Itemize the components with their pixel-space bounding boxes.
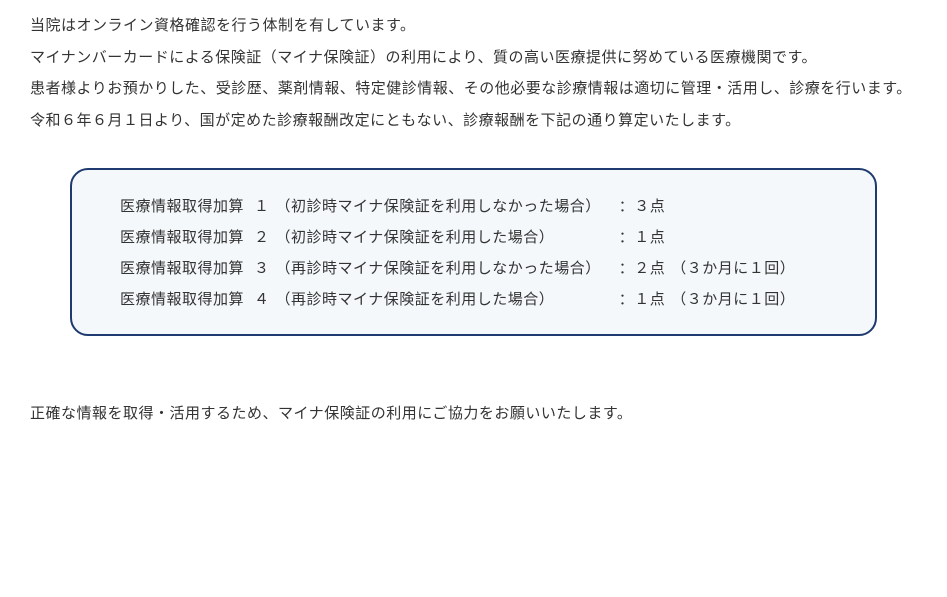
fee-points: ：３点 — [601, 190, 666, 221]
footer-section: 正確な情報を取得・活用するため、マイナ保険証の利用にご協力をお願いいたします。 — [30, 400, 917, 429]
fee-points: ：２点 — [601, 252, 666, 283]
fee-label: 医療情報取得加算 — [120, 221, 244, 252]
fee-number: ２ — [244, 221, 276, 252]
fee-condition: （初診時マイナ保険証を利用しなかった場合） — [276, 190, 601, 221]
fee-condition: （初診時マイナ保険証を利用した場合） — [276, 221, 601, 252]
fee-note: （３か月に１回） — [665, 252, 795, 283]
footer-text: 正確な情報を取得・活用するため、マイナ保険証の利用にご協力をお願いいたします。 — [30, 400, 917, 429]
fee-points: ：１点 — [601, 283, 666, 314]
fee-note — [665, 190, 795, 221]
fee-note: （３か月に１回） — [665, 283, 795, 314]
intro-section: 当院はオンライン資格確認を行う体制を有しています。 マイナンバーカードによる保険… — [30, 10, 917, 136]
fee-note — [665, 221, 795, 252]
fee-points: ：１点 — [601, 221, 666, 252]
fee-condition: （再診時マイナ保険証を利用しなかった場合） — [276, 252, 601, 283]
fee-box: 医療情報取得加算１（初診時マイナ保険証を利用しなかった場合）：３点医療情報取得加… — [70, 168, 877, 336]
fee-number: ４ — [244, 283, 276, 314]
fee-label: 医療情報取得加算 — [120, 283, 244, 314]
fee-label: 医療情報取得加算 — [120, 252, 244, 283]
intro-line-1: 当院はオンライン資格確認を行う体制を有しています。 — [30, 10, 917, 42]
fee-row: 医療情報取得加算２（初診時マイナ保険証を利用した場合）：１点 — [120, 221, 795, 252]
fee-condition: （再診時マイナ保険証を利用した場合） — [276, 283, 601, 314]
fee-row: 医療情報取得加算１（初診時マイナ保険証を利用しなかった場合）：３点 — [120, 190, 795, 221]
intro-line-2: マイナンバーカードによる保険証（マイナ保険証）の利用により、質の高い医療提供に努… — [30, 42, 917, 74]
fee-number: １ — [244, 190, 276, 221]
intro-line-4: 令和６年６月１日より、国が定めた診療報酬改定にともない、診療報酬を下記の通り算定… — [30, 105, 917, 137]
fee-row: 医療情報取得加算３（再診時マイナ保険証を利用しなかった場合）：２点（３か月に１回… — [120, 252, 795, 283]
fee-table: 医療情報取得加算１（初診時マイナ保険証を利用しなかった場合）：３点医療情報取得加… — [120, 190, 795, 314]
fee-label: 医療情報取得加算 — [120, 190, 244, 221]
fee-number: ３ — [244, 252, 276, 283]
fee-row: 医療情報取得加算４（再診時マイナ保険証を利用した場合）：１点（３か月に１回） — [120, 283, 795, 314]
intro-line-3: 患者様よりお預かりした、受診歴、薬剤情報、特定健診情報、その他必要な診療情報は適… — [30, 73, 917, 105]
